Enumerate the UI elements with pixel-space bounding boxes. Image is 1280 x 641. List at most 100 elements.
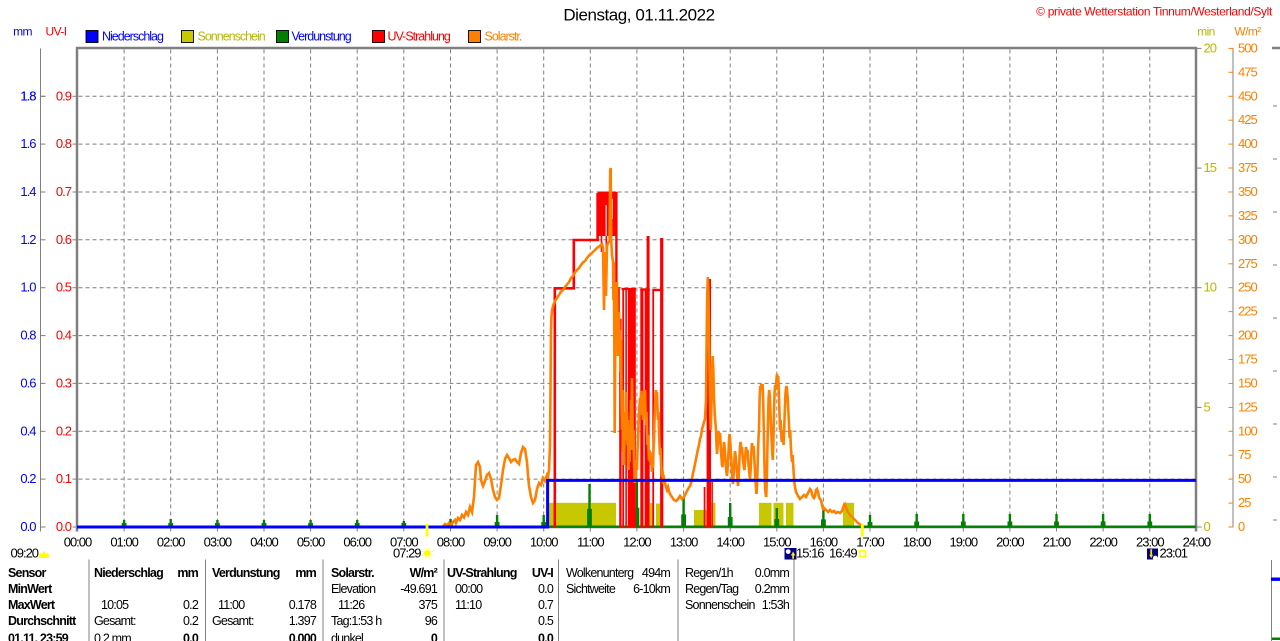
svg-text:18:00: 18:00 (903, 535, 931, 550)
svg-text:13:00: 13:00 (670, 535, 698, 550)
svg-text:08:00: 08:00 (437, 535, 465, 550)
svg-text:Sonnenschein: Sonnenschein (685, 598, 755, 612)
svg-text:20: 20 (1204, 40, 1217, 55)
svg-text:1.8: 1.8 (20, 88, 36, 103)
svg-text:mm: mm (13, 25, 32, 39)
svg-text:0.0mm: 0.0mm (755, 566, 790, 580)
svg-text:21:00: 21:00 (1043, 535, 1071, 550)
svg-text:0.8: 0.8 (56, 136, 72, 151)
svg-text:Durchschnitt: Durchschnitt (8, 614, 77, 628)
svg-text:0.0: 0.0 (538, 582, 554, 596)
svg-text:125: 125 (1238, 399, 1257, 414)
svg-text:400: 400 (1238, 136, 1257, 151)
svg-text:09:20: 09:20 (11, 546, 39, 561)
svg-text:Elevation: Elevation (331, 582, 376, 596)
svg-text:20:00: 20:00 (996, 535, 1024, 550)
svg-text:Wolkenunterg: Wolkenunterg (566, 566, 634, 580)
svg-text:mm: mm (177, 566, 198, 580)
svg-text:0.6: 0.6 (20, 375, 36, 390)
svg-text:04:00: 04:00 (250, 535, 278, 550)
svg-text:0.2 mm: 0.2 mm (94, 632, 131, 641)
svg-text:25: 25 (1238, 495, 1251, 510)
svg-text:UV-I: UV-I (46, 25, 67, 39)
svg-text:15: 15 (1204, 160, 1217, 175)
svg-text:W/m²: W/m² (410, 566, 438, 580)
svg-text:MaxWert: MaxWert (8, 598, 56, 612)
svg-text:01:00: 01:00 (110, 535, 138, 550)
svg-text:Sensor: Sensor (8, 566, 47, 580)
svg-text:0.7: 0.7 (538, 598, 554, 612)
svg-text:23:01: 23:01 (1160, 546, 1188, 561)
svg-text:11:00: 11:00 (218, 598, 245, 612)
svg-text:100: 100 (1238, 423, 1257, 438)
svg-text:1.2: 1.2 (20, 232, 36, 247)
svg-text:09:00: 09:00 (483, 535, 511, 550)
svg-text:22:00: 22:00 (1089, 535, 1117, 550)
svg-text:0.9: 0.9 (56, 88, 72, 103)
svg-text:494m: 494m (642, 566, 670, 580)
svg-text:14:00: 14:00 (716, 535, 744, 550)
svg-text:07:00: 07:00 (390, 535, 418, 550)
svg-text:10:00: 10:00 (530, 535, 558, 550)
svg-text:0.178: 0.178 (289, 598, 317, 612)
svg-text:MinWert: MinWert (8, 582, 53, 596)
svg-text:11:10: 11:10 (455, 598, 482, 612)
svg-text:0.8: 0.8 (20, 328, 36, 343)
svg-text:00:00: 00:00 (64, 535, 92, 550)
svg-text:15:00: 15:00 (763, 535, 791, 550)
svg-text:10: 10 (1204, 280, 1217, 295)
svg-text:Niederschlag: Niederschlag (94, 566, 163, 580)
svg-text:Solarstr.: Solarstr. (485, 30, 522, 44)
svg-text:0: 0 (1238, 519, 1245, 534)
svg-text:11:00: 11:00 (577, 535, 604, 550)
svg-text:0.0: 0.0 (183, 632, 199, 641)
svg-text:Sichtweite: Sichtweite (566, 582, 616, 596)
svg-text:0: 0 (431, 632, 438, 641)
svg-text:1.6: 1.6 (20, 136, 36, 151)
svg-text:10:05: 10:05 (101, 598, 129, 612)
svg-text:17:00: 17:00 (856, 535, 884, 550)
svg-text:250: 250 (1238, 280, 1257, 295)
svg-text:UV-Strahlung: UV-Strahlung (388, 30, 451, 44)
svg-text:16:00: 16:00 (810, 535, 838, 550)
svg-text:0.5: 0.5 (538, 614, 554, 628)
svg-text:03:00: 03:00 (204, 535, 232, 550)
svg-text:0.1: 0.1 (56, 471, 72, 486)
svg-text:min: min (1197, 25, 1215, 39)
svg-text:11:26: 11:26 (338, 598, 365, 612)
svg-text:175: 175 (1238, 352, 1257, 367)
svg-text:96: 96 (425, 614, 438, 628)
svg-text:Verdunstung: Verdunstung (292, 30, 352, 44)
svg-text:150: 150 (1238, 375, 1257, 390)
svg-text:375: 375 (1238, 160, 1257, 175)
svg-text:275: 275 (1238, 256, 1257, 271)
svg-text:0.0: 0.0 (538, 632, 554, 641)
svg-text:1.0: 1.0 (20, 280, 36, 295)
svg-text:UV-I: UV-I (532, 566, 553, 580)
svg-text:0: 0 (1204, 519, 1211, 534)
svg-text:Dienstag, 01.11.2022: Dienstag, 01.11.2022 (563, 6, 714, 25)
svg-text:UV-Strahlung: UV-Strahlung (447, 566, 517, 580)
svg-text:0.4: 0.4 (56, 328, 72, 343)
svg-text:19:00: 19:00 (950, 535, 978, 550)
svg-text:0.2mm: 0.2mm (755, 582, 790, 596)
svg-text:05:00: 05:00 (297, 535, 325, 550)
svg-text:0.0: 0.0 (20, 519, 36, 534)
svg-text:6-10km: 6-10km (633, 582, 670, 596)
svg-text:0.6: 0.6 (56, 232, 72, 247)
svg-text:5: 5 (1204, 399, 1211, 414)
svg-text:1.4: 1.4 (20, 184, 36, 199)
svg-text:225: 225 (1238, 304, 1257, 319)
svg-text:1:53h: 1:53h (762, 598, 790, 612)
svg-text:Regen/1h: Regen/1h (685, 566, 734, 580)
svg-text:Verdunstung: Verdunstung (212, 566, 280, 580)
svg-text:Tag:1:53 h: Tag:1:53 h (331, 614, 382, 628)
svg-text:mm: mm (295, 566, 316, 580)
svg-text:© private Wetterstation Tinnum: © private Wetterstation Tinnum/Westerlan… (1036, 5, 1273, 19)
svg-text:75: 75 (1238, 447, 1251, 462)
svg-text:425: 425 (1238, 112, 1257, 127)
svg-text:Gesamt:: Gesamt: (212, 614, 254, 628)
svg-text:0.4: 0.4 (20, 423, 36, 438)
svg-text:02:00: 02:00 (157, 535, 185, 550)
svg-text:50: 50 (1238, 471, 1251, 486)
